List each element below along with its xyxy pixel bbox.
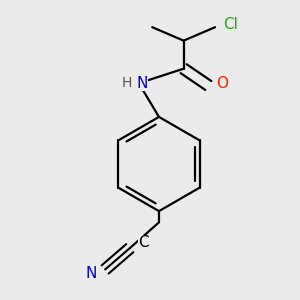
Text: C: C <box>138 235 148 250</box>
Text: N: N <box>86 266 97 281</box>
Text: Cl: Cl <box>223 17 238 32</box>
Text: N: N <box>136 76 148 91</box>
Text: O: O <box>216 76 228 91</box>
Text: H: H <box>122 76 132 90</box>
